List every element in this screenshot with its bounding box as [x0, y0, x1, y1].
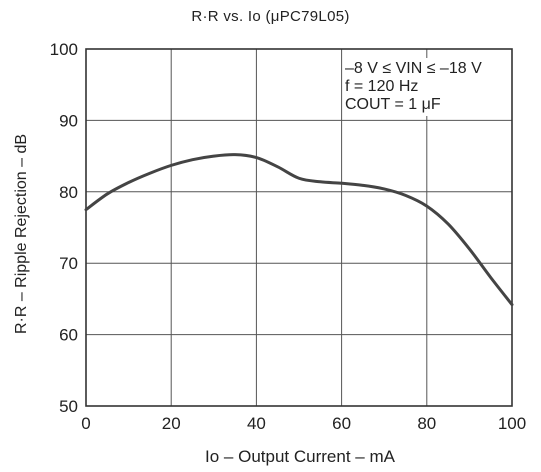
series-line [84, 153, 514, 307]
conditions-annotation: –8 V ≤ VIN ≤ –18 V f = 120 Hz COUT = 1 μ… [343, 58, 485, 116]
x-tick-label: 100 [498, 414, 526, 433]
chart-title: R·R vs. Io (μPC79L05) [191, 8, 350, 25]
y-tick-label: 100 [50, 40, 78, 59]
x-tick-label: 20 [162, 414, 181, 433]
y-tick-label: 80 [59, 183, 78, 202]
x-tick-label: 0 [81, 414, 90, 433]
x-tick-label: 40 [247, 414, 266, 433]
x-tick-label: 80 [417, 414, 436, 433]
annotation-cout: COUT = 1 μF [345, 96, 441, 113]
annotation-vin: –8 V ≤ VIN ≤ –18 V [345, 60, 482, 77]
x-axis-label: Io – Output Current – mA [205, 447, 395, 466]
y-tick-label: 50 [59, 397, 78, 416]
x-tick-label: 60 [332, 414, 351, 433]
y-axis-label: R·R – Ripple Rejection – dB [13, 133, 30, 335]
y-tick-label: 90 [59, 111, 78, 130]
y-tick-label: 70 [59, 254, 78, 273]
plot-frame [85, 48, 513, 407]
annotation-frequency: f = 120 Hz [345, 78, 419, 95]
y-tick-label: 60 [59, 326, 78, 345]
